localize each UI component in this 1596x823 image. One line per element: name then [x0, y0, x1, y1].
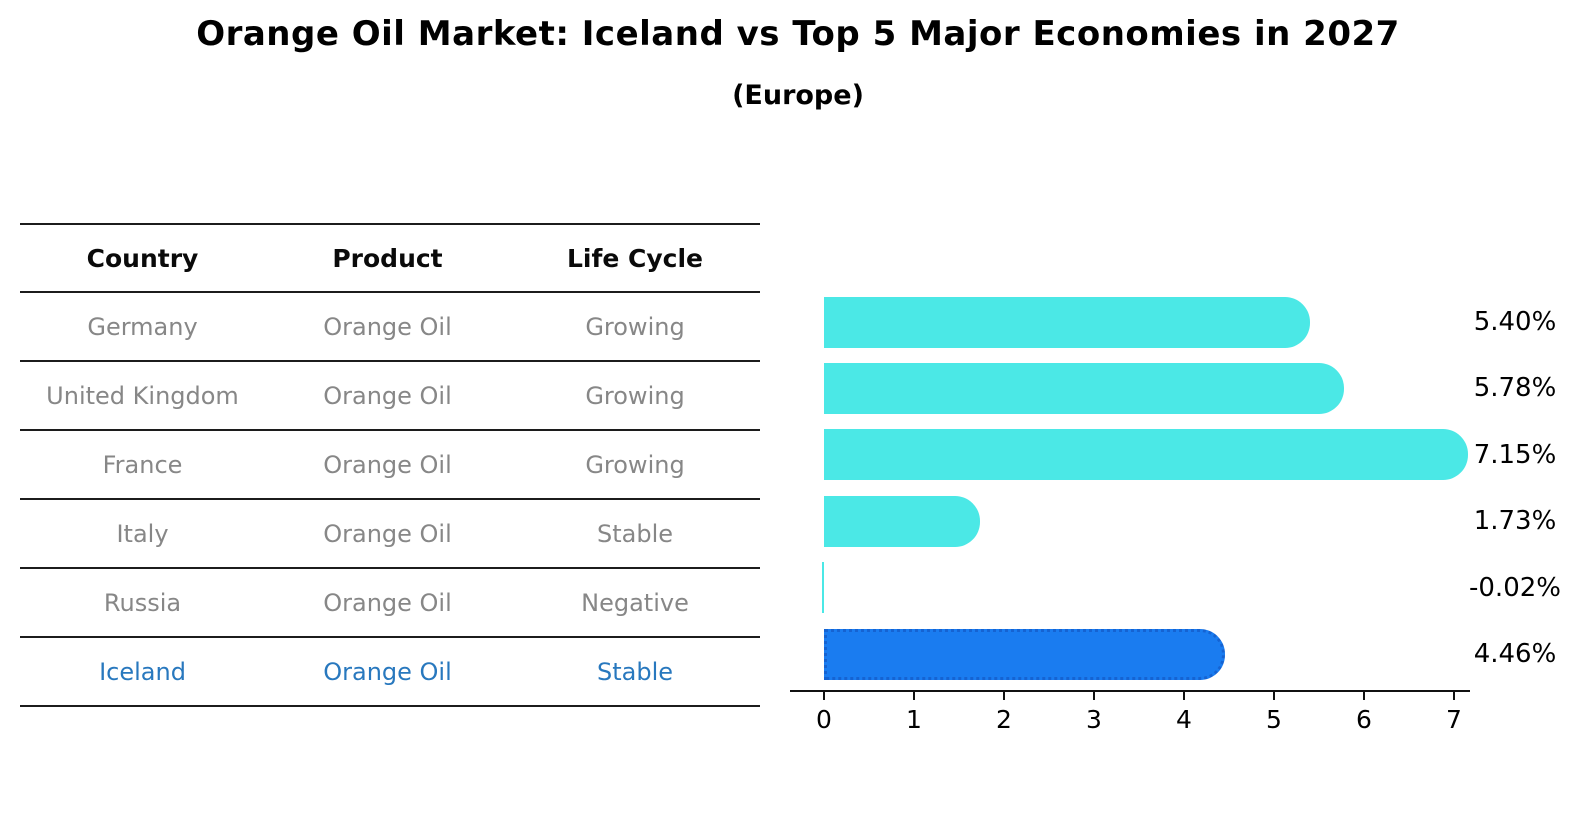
table-row-italy: Italy Orange Oil Stable: [20, 498, 760, 567]
table-row-germany: Germany Orange Oil Growing: [20, 291, 760, 360]
cell-product: Orange Oil: [323, 381, 452, 410]
chart-subtitle: (Europe): [732, 80, 864, 111]
cell-product: Orange Oil: [323, 519, 452, 548]
x-axis-tick: [1183, 690, 1185, 700]
cell-life-cycle: Negative: [581, 588, 689, 617]
cell-life-cycle: Stable: [596, 519, 674, 548]
x-axis-tick-label: 1: [906, 705, 922, 734]
x-axis-tick-label: 7: [1446, 705, 1462, 734]
value-label-russia: -0.02%: [1469, 573, 1561, 603]
cell-country: Italy: [116, 519, 169, 548]
chart-title: Orange Oil Market: Iceland vs Top 5 Majo…: [196, 14, 1400, 54]
x-axis-tick: [1003, 690, 1005, 700]
value-label-iceland: 4.46%: [1473, 639, 1557, 669]
cell-product: Orange Oil: [323, 450, 452, 479]
cell-life-cycle: Growing: [585, 381, 685, 410]
x-axis-tick-label: 6: [1356, 705, 1372, 734]
header-product: Product: [332, 243, 443, 273]
x-axis-tick: [1363, 690, 1365, 700]
value-label-italy: 1.73%: [1473, 506, 1557, 536]
bar-italy: [824, 496, 980, 547]
cell-product: Orange Oil: [323, 312, 452, 341]
cell-country: Germany: [87, 312, 198, 341]
bar-france: [824, 429, 1468, 480]
x-axis-tick-label: 0: [816, 705, 832, 734]
cell-life-cycle: Stable: [596, 657, 674, 686]
summary-table: Country Product Life Cycle Germany Orang…: [20, 223, 760, 707]
cell-product: Orange Oil: [323, 657, 452, 686]
value-label-germany: 5.40%: [1473, 307, 1557, 337]
value-label-united-kingdom: 5.78%: [1473, 373, 1557, 403]
x-axis-tick: [913, 690, 915, 700]
table-row-iceland: Iceland Orange Oil Stable: [20, 636, 760, 705]
table-row-united-kingdom: United Kingdom Orange Oil Growing: [20, 360, 760, 429]
header-life-cycle: Life Cycle: [566, 243, 704, 273]
x-axis-tick-label: 4: [1176, 705, 1192, 734]
x-axis-tick-label: 3: [1086, 705, 1102, 734]
bar-chart: 0 1 2 3 4 5 6 7: [790, 223, 1470, 734]
bar-russia: [821, 562, 824, 613]
cell-product: Orange Oil: [323, 588, 452, 617]
x-axis-tick: [823, 690, 825, 700]
table-row-france: France Orange Oil Growing: [20, 429, 760, 498]
bar-united-kingdom: [824, 363, 1345, 414]
bar-germany: [824, 297, 1310, 348]
x-axis-tick: [1093, 690, 1095, 700]
cell-country: France: [102, 450, 183, 479]
x-axis-tick-label: 2: [996, 705, 1012, 734]
cell-country: United Kingdom: [46, 381, 239, 410]
x-axis-tick: [1273, 690, 1275, 700]
x-axis-tick-label: 5: [1266, 705, 1282, 734]
x-axis-tick: [1453, 690, 1455, 700]
table-row-russia: Russia Orange Oil Negative: [20, 567, 760, 636]
value-label-france: 7.15%: [1473, 440, 1557, 470]
header-country: Country: [86, 243, 199, 273]
cell-country: Russia: [103, 588, 182, 617]
bar-iceland: [824, 629, 1226, 680]
cell-life-cycle: Growing: [585, 450, 685, 479]
cell-country: Iceland: [99, 657, 186, 686]
table-header-row: Country Product Life Cycle: [20, 223, 760, 291]
cell-life-cycle: Growing: [585, 312, 685, 341]
